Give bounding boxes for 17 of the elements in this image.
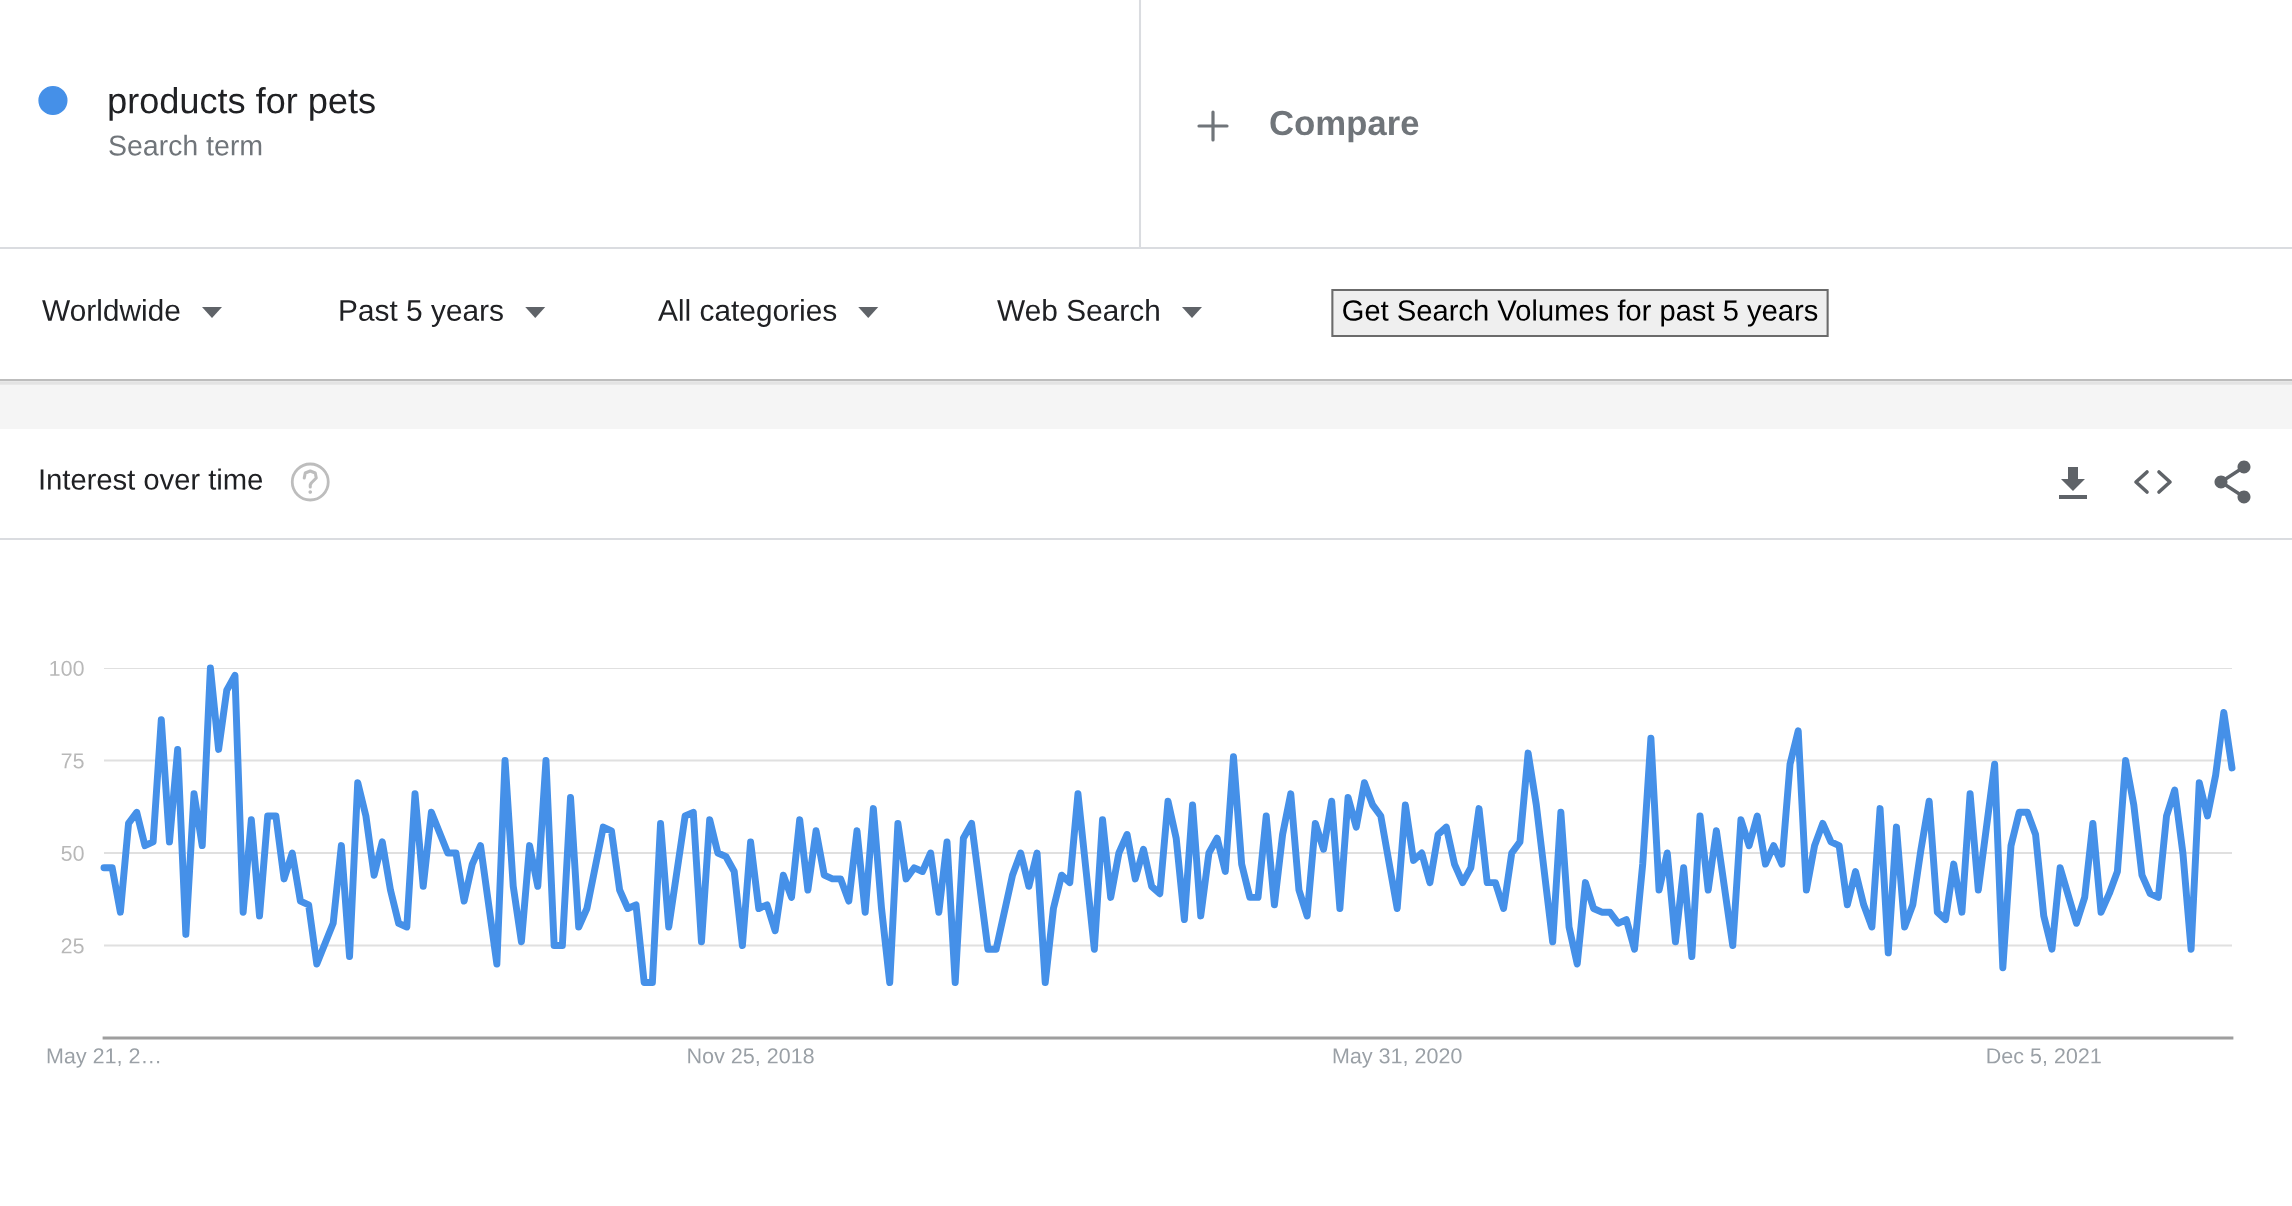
chart-title: Interest over time <box>40 468 263 490</box>
text: Past 5 years <box>340 300 503 327</box>
y-tick-label: 50 <box>61 845 84 862</box>
legend-label: products for pets <box>109 87 375 121</box>
text: Web Search <box>997 299 1159 322</box>
text: Get Search Volumes for past 5 years <box>1343 299 1818 327</box>
x-tick-label: Nov 25, 2018 <box>688 1048 814 1067</box>
y-tick-label: 25 <box>61 938 84 954</box>
x-tick-label: May 21, 2… <box>47 1048 160 1068</box>
y-tick-label: 100 <box>50 660 84 677</box>
x-tick-label: Dec 5, 2021 <box>1987 1048 2101 1067</box>
y-tick-label: 75 <box>61 753 84 769</box>
text: Worldwide <box>42 299 180 322</box>
x-tick-label: May 31, 2020 <box>1333 1048 1462 1068</box>
text: Search term <box>109 134 262 156</box>
text: Compare <box>1270 110 1419 143</box>
text: All categories <box>658 299 837 327</box>
